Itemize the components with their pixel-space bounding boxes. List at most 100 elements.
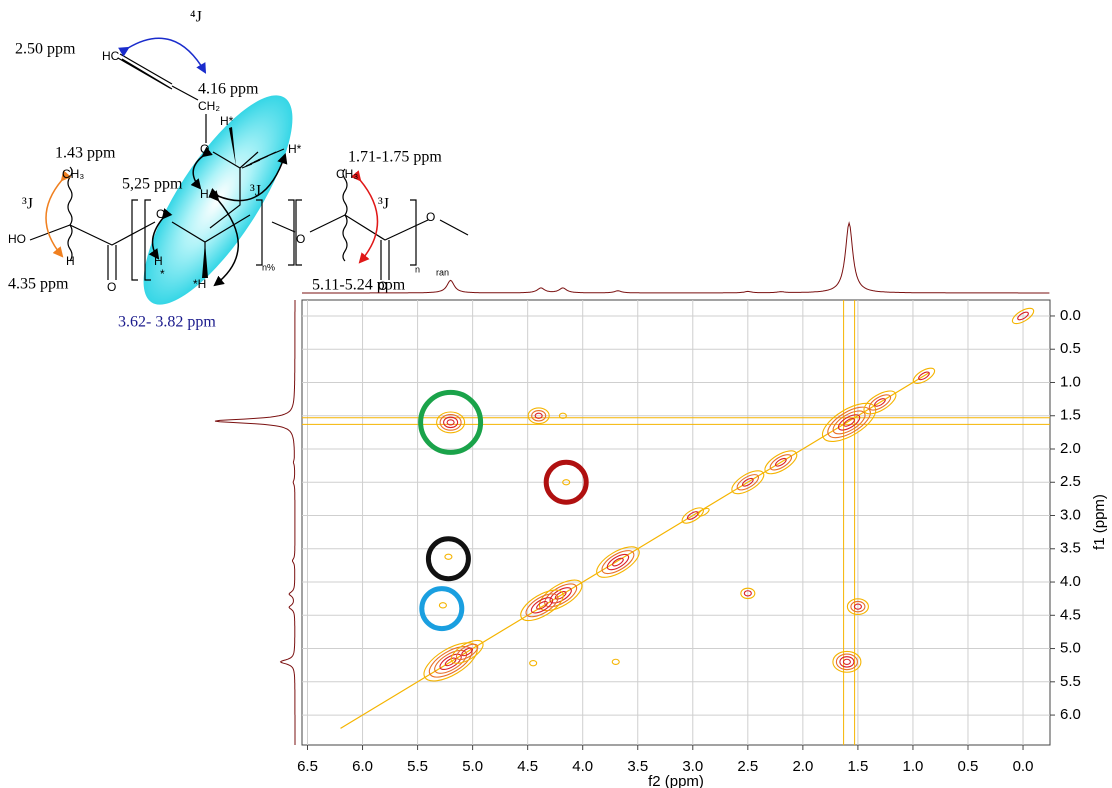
contour-level xyxy=(558,412,567,419)
y-tick-label: 4.5 xyxy=(1060,606,1081,623)
contour-level xyxy=(443,416,459,429)
contour-level xyxy=(764,450,798,475)
contour-level xyxy=(439,653,462,671)
contour-level xyxy=(611,658,620,666)
annotation: *H xyxy=(193,277,206,291)
contour-level xyxy=(596,546,640,578)
chemical-structure: ⁴J 2.50 ppm HC 4.16 ppm CH₂ O H* H* 1.43… xyxy=(8,9,469,331)
annotation: n% xyxy=(262,262,275,272)
annotation: O xyxy=(296,232,305,246)
annotation: O xyxy=(378,279,387,293)
contour-level xyxy=(837,414,861,431)
coupling-arrow xyxy=(208,190,239,287)
contour-level xyxy=(842,658,851,666)
annotation: 5.11-5.24 ppm xyxy=(312,277,406,294)
contour-level xyxy=(843,418,855,427)
y-tick-label: 3.5 xyxy=(1060,540,1081,557)
contour-level xyxy=(853,603,862,610)
contour-level xyxy=(444,657,457,667)
y-tick-label: 5.5 xyxy=(1060,673,1081,690)
x-tick-label: 3.0 xyxy=(682,758,703,775)
contour-level xyxy=(740,587,756,600)
coupling-arrow xyxy=(350,170,379,264)
cross-peak xyxy=(764,450,798,475)
coupling-arrow xyxy=(118,37,207,74)
annotation: O xyxy=(200,142,209,156)
contour-level xyxy=(423,642,478,682)
coupling-arrow xyxy=(190,146,213,190)
annotation: HC xyxy=(102,49,120,63)
annotation: 3.62- 3.82 ppm xyxy=(118,314,216,331)
x-tick-label: 6.0 xyxy=(352,758,373,775)
annotation: 1.43 ppm xyxy=(55,145,116,162)
annotation: ⁴J xyxy=(190,9,202,26)
x-tick-label: 4.5 xyxy=(517,758,538,775)
contour-level xyxy=(874,398,886,407)
diagonal-ridge xyxy=(340,371,930,729)
contour-level xyxy=(850,600,866,613)
contour-level xyxy=(534,412,543,419)
y-axis-label: f1 (ppm) xyxy=(1091,494,1108,550)
annotation: H* xyxy=(288,142,302,156)
contour-level xyxy=(774,457,787,467)
contour-level xyxy=(531,409,547,422)
cross-peak xyxy=(538,579,583,612)
highlight-circle xyxy=(419,586,465,632)
annotation: * xyxy=(160,267,165,281)
contour-level xyxy=(839,656,855,668)
cross-peak xyxy=(846,598,869,615)
cross-peak xyxy=(558,412,567,419)
contour-level xyxy=(741,477,754,487)
y-tick-label: 0.5 xyxy=(1060,340,1081,357)
contour-level xyxy=(436,411,466,434)
contour-level xyxy=(601,550,635,575)
annotation: n xyxy=(415,264,420,274)
contour-level xyxy=(438,602,447,609)
annotation: ³J xyxy=(250,183,261,200)
annotation: 5,25 ppm xyxy=(122,176,183,193)
cross-peak xyxy=(438,602,447,609)
contour-level xyxy=(434,649,468,674)
y-tick-label: 1.5 xyxy=(1060,407,1081,424)
y-tick-label: 5.0 xyxy=(1060,640,1081,657)
contour-level xyxy=(835,653,858,671)
annotation: CH₃ xyxy=(336,167,358,181)
contour-level xyxy=(450,639,484,664)
cross-peak xyxy=(450,639,484,664)
contour-level xyxy=(686,511,699,520)
contour-level xyxy=(461,647,473,657)
annotation: CH₂ xyxy=(198,99,220,113)
contour-level xyxy=(530,597,554,614)
x-axis-label: f2 (ppm) xyxy=(648,773,704,788)
contour-level xyxy=(529,660,538,667)
highlight-circle xyxy=(425,536,471,582)
y-tick-label: 3.0 xyxy=(1060,506,1081,523)
x-tick-label: 2.5 xyxy=(737,758,758,775)
annotation: ³J xyxy=(378,196,389,213)
contour-level xyxy=(525,593,559,618)
cross-peak xyxy=(423,642,478,682)
annotation: 4.35 ppm xyxy=(8,276,69,293)
contour-level xyxy=(863,390,897,415)
annotation: O xyxy=(426,210,435,224)
x-tick-label: 5.5 xyxy=(407,758,428,775)
x-tick-label: 5.0 xyxy=(462,758,483,775)
cross-peak xyxy=(912,367,936,384)
contour-level xyxy=(697,507,710,517)
contour-level xyxy=(439,414,462,431)
cross-peak xyxy=(697,507,710,517)
cross-peak xyxy=(731,470,765,495)
contour-level xyxy=(736,474,760,491)
x-tick-label: 4.0 xyxy=(572,758,593,775)
contour-level xyxy=(527,407,550,425)
x-tick-label: 1.0 xyxy=(903,758,924,775)
projection-f2 xyxy=(302,221,1050,294)
annotation: H xyxy=(66,254,75,268)
annotation: CH₃ xyxy=(62,167,84,181)
cross-peak xyxy=(444,553,453,560)
contour-level xyxy=(1011,307,1035,325)
contour-level xyxy=(1017,311,1029,321)
cross-peak xyxy=(562,479,571,486)
contour-level xyxy=(731,470,765,495)
